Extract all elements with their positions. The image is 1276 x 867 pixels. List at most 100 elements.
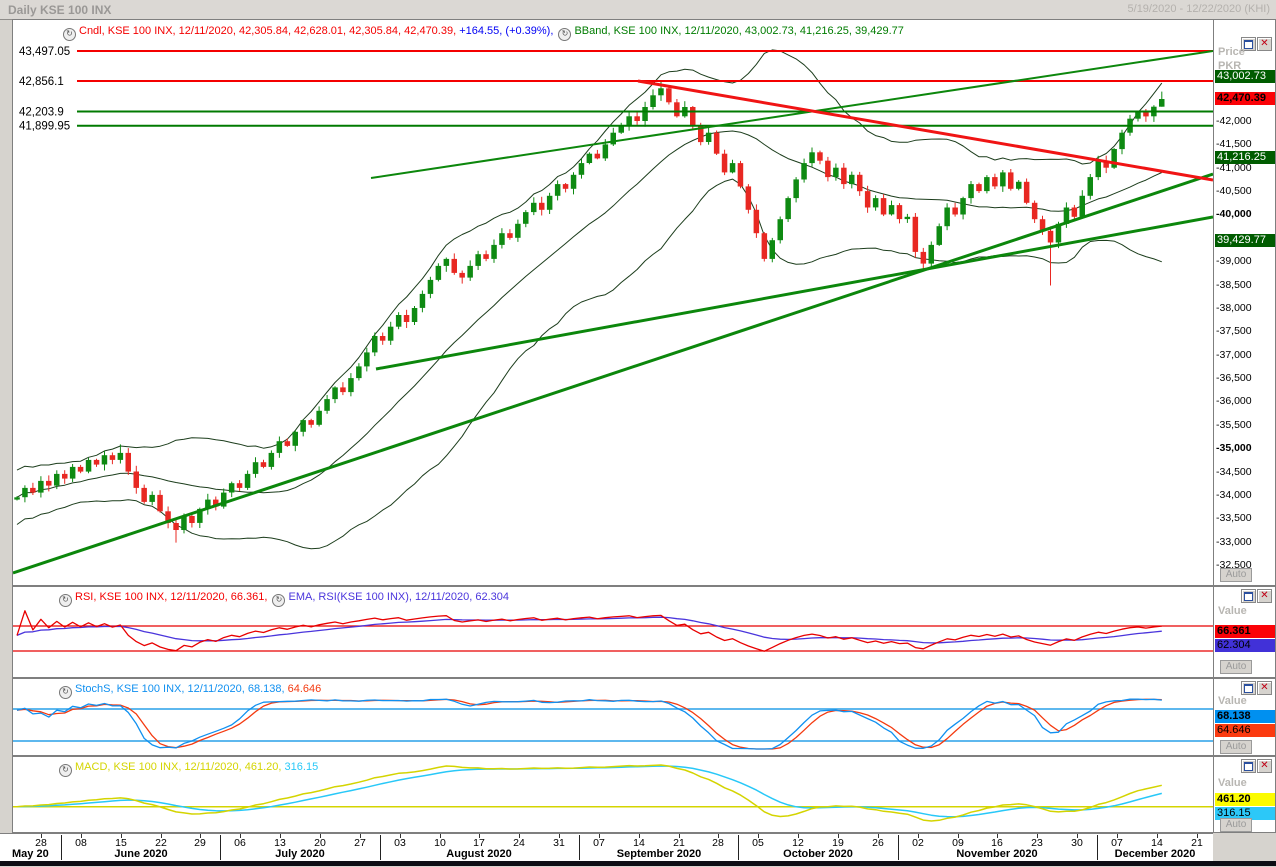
axis-tick — [1197, 834, 1198, 838]
month-label: December 2020 — [1114, 848, 1196, 860]
price-tick-label: -41,500 — [1216, 138, 1252, 150]
legend-text: RSI, KSE 100 INX, 12/11/2020, 66.361, — [75, 591, 271, 603]
day-tick-label: 31 — [553, 837, 565, 849]
svg-text:43,497.05: 43,497.05 — [19, 46, 70, 58]
day-tick-label: 19 — [832, 837, 844, 849]
month-label: July 2020 — [275, 848, 325, 860]
day-tick-label: 22 — [155, 837, 167, 849]
svg-text:42,856.1: 42,856.1 — [19, 76, 64, 88]
day-tick-label: 24 — [513, 837, 525, 849]
day-tick-label: 16 — [991, 837, 1003, 849]
legend-text: BBand, KSE 100 INX, 12/11/2020, 43,002.7… — [574, 25, 904, 37]
close-icon[interactable]: ✕ — [1257, 37, 1272, 51]
axis-tick — [280, 834, 281, 838]
month-separator — [61, 835, 62, 860]
month-label: May 20 — [12, 848, 49, 860]
date-range-label: 5/19/2020 - 12/22/2020 (KHI) — [1127, 3, 1270, 15]
axis-tick — [679, 834, 680, 838]
price-tick-label: -41,000 — [1216, 162, 1252, 174]
day-tick-label: 08 — [75, 837, 87, 849]
indicator-properties-icon[interactable]: ↻ — [558, 28, 572, 41]
month-separator — [220, 835, 221, 860]
axis-tick — [479, 834, 480, 838]
rsi-panel: ↻ RSI, KSE 100 INX, 12/11/2020, 66.361, ↻… — [12, 586, 1276, 678]
day-tick-label: 10 — [434, 837, 446, 849]
month-label: November 2020 — [956, 848, 1038, 860]
indicator-properties-icon[interactable]: ↻ — [59, 594, 72, 607]
value-label: 316.15 — [1215, 807, 1275, 820]
axis-tick — [240, 834, 241, 838]
month-separator — [738, 835, 739, 860]
axis-tick — [400, 834, 401, 838]
axis-tick — [838, 834, 839, 838]
month-label: September 2020 — [616, 848, 702, 860]
close-icon[interactable]: ✕ — [1257, 759, 1272, 773]
axis-tick — [200, 834, 201, 838]
day-tick-label: 03 — [394, 837, 406, 849]
stochastic-plot — [13, 698, 1213, 750]
day-tick-label: 12 — [792, 837, 804, 849]
restore-icon[interactable] — [1241, 37, 1256, 51]
legend-text: EMA, RSI(KSE 100 INX), 12/11/2020, 62.30… — [288, 591, 510, 603]
legend-text: 316.15 — [284, 761, 319, 773]
axis-tick — [559, 834, 560, 838]
macd-value-axis: ✕ Value 461.20 316.15 Auto — [1213, 757, 1275, 832]
price-tick-label: -33,500 — [1216, 512, 1252, 524]
value-label: 68.138 — [1215, 710, 1275, 723]
axis-tick — [639, 834, 640, 838]
day-tick-label: 23 — [1031, 837, 1043, 849]
day-tick-label: 20 — [314, 837, 326, 849]
close-icon[interactable]: ✕ — [1257, 681, 1272, 695]
indicator-properties-icon[interactable]: ↻ — [63, 28, 76, 41]
rsi-axis-auto-button[interactable]: Auto — [1220, 660, 1252, 674]
stochastic-legend: ↻ StochS, KSE 100 INX, 12/11/2020, 68.138… — [57, 683, 321, 699]
price-tick-label: -35,500 — [1216, 419, 1252, 431]
stoch-axis-auto-button[interactable]: Auto — [1220, 740, 1252, 754]
indicator-properties-icon[interactable]: ↻ — [59, 764, 72, 777]
restore-icon[interactable] — [1241, 759, 1256, 773]
price-tick-label: -34,500 — [1216, 466, 1252, 478]
price-tick-label: -40,500 — [1216, 185, 1252, 197]
day-tick-label: 14 — [633, 837, 645, 849]
value-label: 41,216.25 — [1215, 151, 1275, 164]
axis-tick — [81, 834, 82, 838]
price-tick-label: -36,500 — [1216, 372, 1252, 384]
day-tick-label: 29 — [194, 837, 206, 849]
month-label: June 2020 — [114, 848, 168, 860]
candlestick-plot: 43,497.05 42,856.1 42,203.9 41,899.95 — [13, 46, 1213, 575]
title-bar: Daily KSE 100 INX 5/19/2020 - 12/22/2020… — [0, 0, 1276, 20]
day-tick-label: 28 — [712, 837, 724, 849]
axis-title-value: Value — [1218, 605, 1247, 617]
price-axis-auto-button[interactable]: Auto — [1220, 568, 1252, 582]
macd-plot — [13, 764, 1213, 822]
axis-tick — [41, 834, 42, 838]
stochastic-panel: ↻ StochS, KSE 100 INX, 12/11/2020, 68.138… — [12, 678, 1276, 756]
indicator-properties-icon[interactable]: ↻ — [272, 594, 286, 607]
axis-title-value: Value — [1218, 777, 1247, 789]
svg-text:41,899.95: 41,899.95 — [19, 121, 70, 133]
indicator-properties-icon[interactable]: ↻ — [59, 686, 72, 699]
time-axis: 28 08 15 22 29 06 13 20 27 03 10 17 24 31 07 14 21 28 05 12… — [0, 833, 1213, 862]
month-label: October 2020 — [783, 848, 853, 860]
price-tick-label: -37,500 — [1216, 325, 1252, 337]
price-tick-label: -42,000 — [1216, 115, 1252, 127]
day-tick-label: 02 — [912, 837, 924, 849]
legend-text: StochS, KSE 100 INX, 12/11/2020, 68.138, — [75, 683, 288, 695]
day-tick-label: 14 — [1151, 837, 1163, 849]
axis-tick — [997, 834, 998, 838]
svg-text:42,203.9: 42,203.9 — [19, 107, 64, 119]
restore-icon[interactable] — [1241, 681, 1256, 695]
value-label: 64.646 — [1215, 724, 1275, 737]
value-label: 62.304 — [1215, 639, 1275, 652]
macd-axis-auto-button[interactable]: Auto — [1220, 818, 1252, 832]
price-tick-label: -34,000 — [1216, 489, 1252, 501]
close-icon[interactable]: ✕ — [1257, 589, 1272, 603]
month-separator — [579, 835, 580, 860]
value-label: 39,429.77 — [1215, 234, 1275, 247]
axis-tick — [320, 834, 321, 838]
price-tick-label: -39,000 — [1216, 255, 1252, 267]
restore-icon[interactable] — [1241, 589, 1256, 603]
price-tick-label: -38,000 — [1216, 302, 1252, 314]
axis-tick — [1117, 834, 1118, 838]
